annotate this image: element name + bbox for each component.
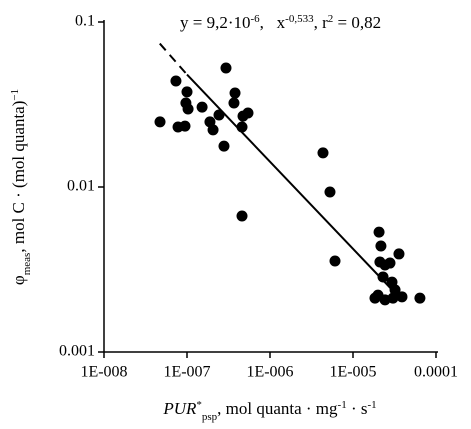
data-point xyxy=(242,107,254,119)
data-point xyxy=(207,124,219,136)
annotation-sup: 2 xyxy=(328,13,334,25)
x-tick-label: 1E-008 xyxy=(80,364,127,381)
data-point xyxy=(179,120,191,132)
annotation-sup: -6 xyxy=(251,13,261,25)
fit-line-dashed xyxy=(159,42,188,76)
x-tick-label: 1E-005 xyxy=(329,364,376,381)
data-point xyxy=(236,121,248,133)
data-point xyxy=(389,284,401,296)
data-point xyxy=(170,75,182,87)
annotation-text: y = 9,2·10 xyxy=(180,13,251,32)
fit-annotation: y = 9,2·10-6, x-0,533, r2 = 0,82 xyxy=(180,13,381,32)
data-point xyxy=(236,210,248,222)
data-point xyxy=(377,271,389,283)
x-tick-label: 1E-006 xyxy=(246,364,293,381)
x-title-sub: psp xyxy=(202,411,218,423)
data-point xyxy=(369,292,381,304)
y-tick-label: 0.1 xyxy=(75,13,95,30)
x-axis-title: PUR*psp, mol quanta · mg-1 · s-1 xyxy=(162,399,376,423)
data-point xyxy=(213,109,225,121)
y-title-sup: −1 xyxy=(9,89,21,101)
y-tick-label: 0.001 xyxy=(59,343,95,360)
annotation-text: = 0,82 xyxy=(333,13,381,32)
data-point xyxy=(181,86,193,98)
x-title-sup: -1 xyxy=(338,399,347,411)
data-point xyxy=(220,62,232,74)
data-point xyxy=(229,87,241,99)
y-title-sub: meas xyxy=(21,253,33,276)
fit-line xyxy=(186,73,404,302)
x-title-main: PUR xyxy=(162,399,197,418)
y-title-text: , mol C · (mol quanta) xyxy=(9,101,28,253)
data-point xyxy=(228,97,240,109)
data-point xyxy=(375,240,387,252)
data-point xyxy=(324,186,336,198)
x-tick-label: 1E-007 xyxy=(163,364,210,381)
data-point xyxy=(373,226,385,238)
data-point xyxy=(182,103,194,115)
x-title-sup: * xyxy=(196,399,202,411)
x-title-text: , mol quanta · mg xyxy=(217,399,338,418)
annotation-text: , r xyxy=(314,13,329,32)
annotation-sup: -0,533 xyxy=(285,13,314,25)
data-point xyxy=(317,147,329,159)
data-point xyxy=(154,116,166,128)
data-point xyxy=(387,292,399,304)
data-point xyxy=(414,292,426,304)
x-title-text: · s xyxy=(347,399,368,418)
data-point xyxy=(396,291,408,303)
data-point xyxy=(218,140,230,152)
y-tick-label: 0.01 xyxy=(67,178,95,195)
data-point xyxy=(393,248,405,260)
annotation-text: , x xyxy=(260,13,286,32)
y-title-main: φ xyxy=(9,275,28,285)
data-point xyxy=(196,101,208,113)
x-title-sup: -1 xyxy=(368,399,377,411)
data-point xyxy=(379,259,391,271)
y-axis-title: φmeas, mol C · (mol quanta)−1 xyxy=(9,89,33,285)
x-tick-label: 0.0001 xyxy=(414,364,458,381)
data-point xyxy=(329,255,341,267)
